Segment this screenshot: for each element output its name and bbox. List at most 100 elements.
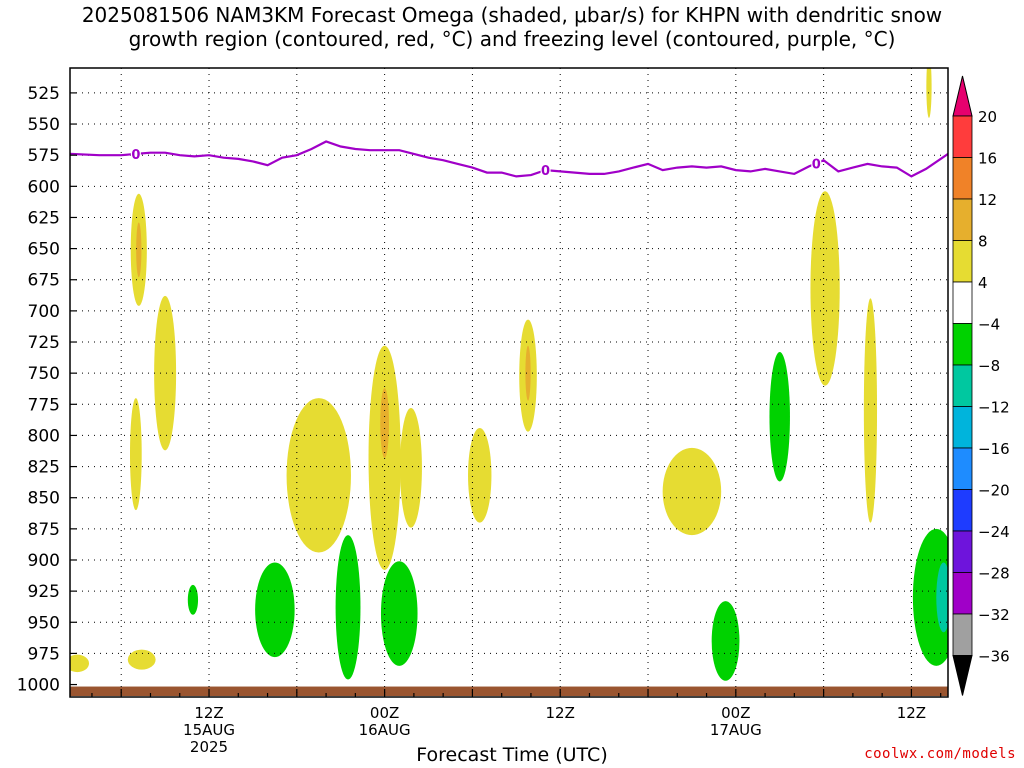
colorbar-label-11: −28 bbox=[978, 565, 1010, 583]
colorbar-label-8: −16 bbox=[978, 440, 1010, 458]
colorbar-box-7 bbox=[952, 364, 973, 407]
x-tick-label-2-0: 12Z bbox=[546, 704, 575, 722]
colorbar-box-5 bbox=[952, 281, 973, 324]
y-tick-label-625: 625 bbox=[28, 208, 60, 228]
omega-region-10 bbox=[525, 345, 531, 401]
colorbar: 20 16 12 8 4 −4 −8 −12 −16 −20 −24 −28 −32 −36 bbox=[952, 75, 1010, 696]
freezing-level-line bbox=[70, 140, 948, 178]
colorbar-box-3 bbox=[952, 198, 973, 241]
y-tick-label-700: 700 bbox=[28, 302, 60, 322]
colorbar-bottom-arrow bbox=[952, 655, 973, 696]
colorbar-box-2 bbox=[952, 157, 973, 200]
freezing-level-label-2: 0 bbox=[812, 157, 821, 172]
colorbar-box-4 bbox=[952, 240, 973, 283]
omega-region-1 bbox=[136, 222, 142, 278]
x-tick-label-1-0: 00Z bbox=[370, 704, 399, 722]
freezing-level-label-0: 0 bbox=[131, 148, 140, 163]
y-tick-label-725: 725 bbox=[28, 333, 60, 353]
y-tick-label-950: 950 bbox=[28, 613, 60, 633]
omega-region-19 bbox=[335, 535, 361, 680]
omega-region-18 bbox=[255, 562, 295, 658]
y-tick-label-1000: 1000 bbox=[17, 676, 60, 696]
y-tick-label-925: 925 bbox=[28, 582, 60, 602]
freezing-level-label-1: 0 bbox=[541, 164, 550, 179]
y-tick-label-675: 675 bbox=[28, 271, 60, 291]
omega-region-3 bbox=[129, 398, 142, 511]
x-tick-label-3-0: 00Z bbox=[721, 704, 750, 722]
omega-region-11 bbox=[662, 447, 722, 536]
omega-shading-layer bbox=[70, 68, 948, 681]
x-tick-label-4-0: 12Z bbox=[897, 704, 926, 722]
colorbar-box-13 bbox=[952, 613, 973, 656]
colorbar-label-6: −8 bbox=[978, 357, 1000, 375]
grid-layer bbox=[70, 68, 948, 697]
omega-region-4 bbox=[286, 398, 351, 553]
colorbar-label-5: −4 bbox=[978, 316, 1000, 334]
colorbar-label-7: −12 bbox=[978, 399, 1010, 417]
x-tick-label-0-0: 12Z bbox=[194, 704, 223, 722]
x-axis-label: Forecast Time (UTC) bbox=[416, 744, 608, 766]
omega-region-13 bbox=[863, 298, 878, 523]
colorbar-box-11 bbox=[952, 530, 973, 573]
colorbar-box-10 bbox=[952, 489, 973, 532]
y-tick-label-575: 575 bbox=[28, 146, 60, 166]
colorbar-label-4: 4 bbox=[978, 274, 988, 292]
y-tick-label-800: 800 bbox=[28, 426, 60, 446]
omega-region-16 bbox=[127, 649, 156, 670]
y-tick-label-600: 600 bbox=[28, 177, 60, 197]
y-tick-label-825: 825 bbox=[28, 458, 60, 478]
omega-region-20 bbox=[380, 561, 418, 666]
x-tick-label-1-1: 16AUG bbox=[359, 721, 411, 739]
y-tick-label-775: 775 bbox=[28, 395, 60, 415]
colorbar-label-2: 12 bbox=[978, 191, 997, 209]
colorbar-box-6 bbox=[952, 323, 973, 366]
freezing-level-layer: 0 0 0 bbox=[70, 140, 948, 179]
omega-region-22 bbox=[769, 351, 790, 482]
omega-region-15 bbox=[70, 654, 90, 673]
y-tick-label-750: 750 bbox=[28, 364, 60, 384]
colorbar-label-0: 20 bbox=[978, 108, 997, 126]
omega-region-23 bbox=[912, 528, 948, 666]
omega-region-17 bbox=[187, 584, 199, 615]
colorbar-label-3: 8 bbox=[978, 233, 988, 251]
ground-layer bbox=[70, 686, 948, 696]
y-tick-label-875: 875 bbox=[28, 520, 60, 540]
colorbar-box-9 bbox=[952, 447, 973, 490]
colorbar-label-13: −36 bbox=[978, 648, 1010, 666]
y-tick-label-900: 900 bbox=[28, 551, 60, 571]
y-tick-label-975: 975 bbox=[28, 644, 60, 664]
omega-region-8 bbox=[468, 427, 492, 523]
omega-region-12 bbox=[810, 191, 840, 386]
colorbar-box-1 bbox=[952, 115, 973, 158]
colorbar-label-12: −32 bbox=[978, 606, 1010, 624]
x-tick-label-0-1: 15AUG bbox=[183, 721, 235, 739]
colorbar-label-1: 16 bbox=[978, 150, 997, 168]
y-tick-label-650: 650 bbox=[28, 240, 60, 260]
omega-region-14 bbox=[926, 68, 932, 118]
x-tick-label-0-2: 2025 bbox=[190, 738, 228, 756]
chart-title-line-1: 2025081506 NAM3KM Forecast Omega (shaded… bbox=[81, 3, 943, 27]
y-tick-label-525: 525 bbox=[28, 84, 60, 104]
x-tick-label-3-1: 17AUG bbox=[710, 721, 762, 739]
plot-frame bbox=[69, 67, 949, 698]
colorbar-label-9: −20 bbox=[978, 482, 1010, 500]
freezing-label-bg-1 bbox=[540, 163, 551, 178]
colorbar-box-8 bbox=[952, 406, 973, 449]
omega-region-2 bbox=[154, 295, 177, 451]
freezing-label-bg-0 bbox=[130, 146, 141, 161]
colorbar-box-12 bbox=[952, 572, 973, 615]
ground-strip bbox=[70, 686, 948, 696]
y-tick-label-850: 850 bbox=[28, 489, 60, 509]
axes-layer: 525 550 575 600 625 650 675 700 725 750 775 800 825 8… bbox=[17, 67, 949, 756]
chart-title-line-2: growth region (contoured, red, °C) and f… bbox=[128, 27, 896, 51]
omega-region-7 bbox=[399, 408, 422, 528]
colorbar-label-10: −24 bbox=[978, 523, 1010, 541]
omega-region-21 bbox=[711, 601, 740, 681]
source-credit: coolwx.com/models bbox=[864, 746, 1016, 762]
freezing-label-bg-2 bbox=[811, 156, 822, 171]
colorbar-top-arrow bbox=[952, 75, 973, 117]
omega-region-24 bbox=[936, 562, 948, 633]
y-tick-label-550: 550 bbox=[28, 115, 60, 135]
omega-region-5 bbox=[368, 345, 401, 570]
